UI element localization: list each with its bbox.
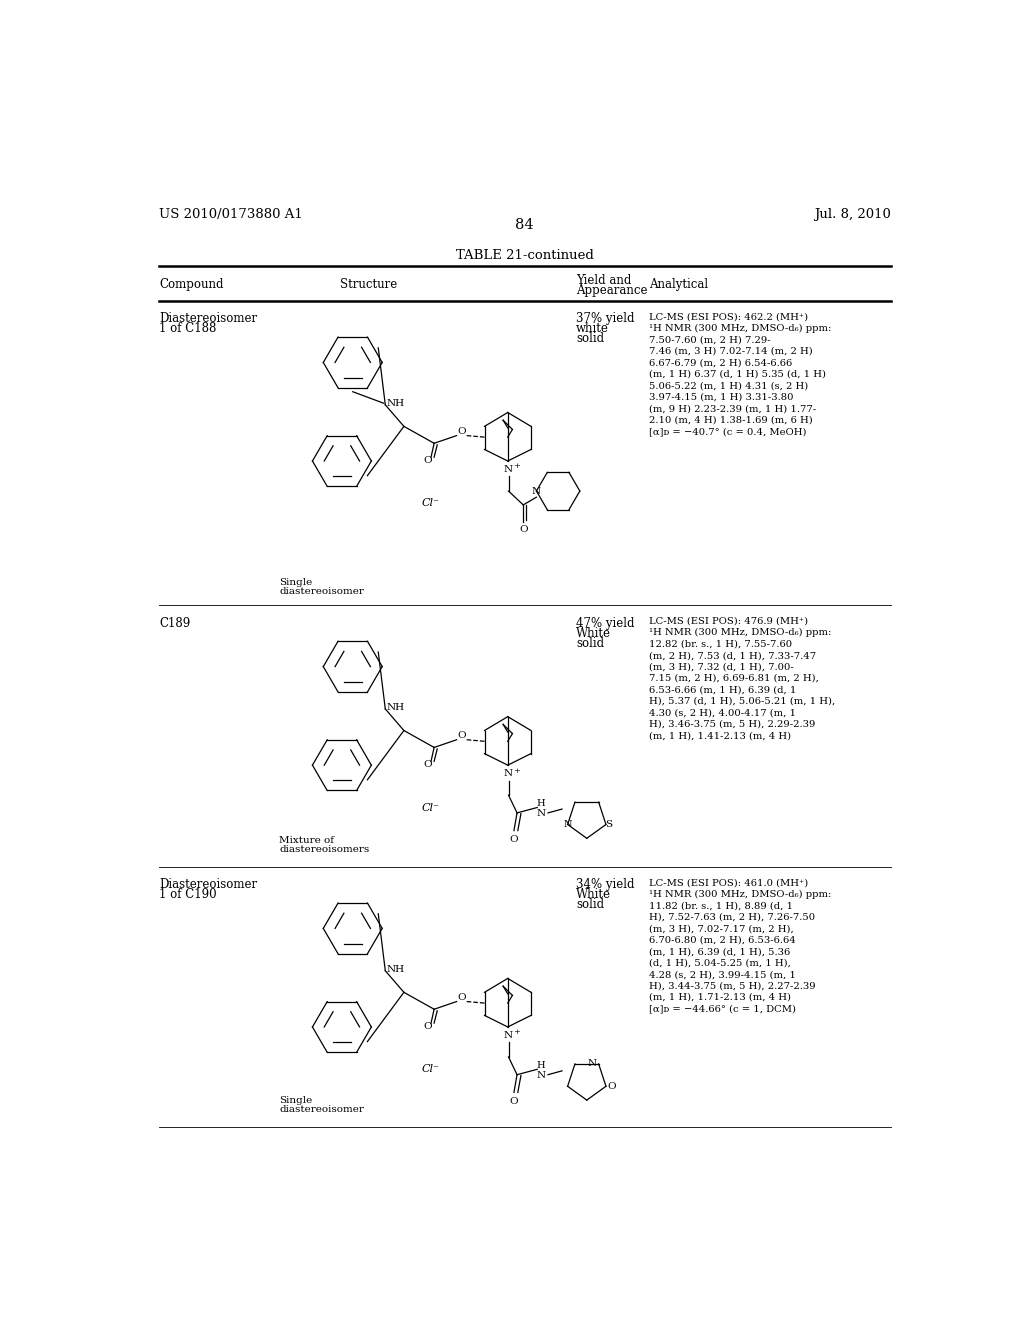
- Text: +: +: [514, 1028, 520, 1036]
- Text: N: N: [504, 770, 513, 777]
- Text: S: S: [605, 820, 612, 829]
- Text: O: O: [424, 760, 432, 768]
- Text: H: H: [537, 1061, 546, 1071]
- Text: Yield and: Yield and: [575, 275, 632, 286]
- Text: Diastereoisomer: Diastereoisomer: [159, 313, 257, 326]
- Text: solid: solid: [575, 333, 604, 346]
- Text: 37% yield: 37% yield: [575, 313, 635, 326]
- Text: N: N: [537, 809, 546, 818]
- Text: N: N: [504, 465, 513, 474]
- Text: N: N: [537, 1071, 546, 1080]
- Text: NH: NH: [386, 704, 404, 711]
- Text: Single: Single: [280, 578, 312, 587]
- Text: LC-MS (ESI POS): 462.2 (MH⁺)
¹H NMR (300 MHz, DMSO-d₆) ppm:
7.50-7.60 (m, 2 H) 7: LC-MS (ESI POS): 462.2 (MH⁺) ¹H NMR (300…: [649, 313, 831, 436]
- Text: 84: 84: [515, 218, 535, 232]
- Text: US 2010/0173880 A1: US 2010/0173880 A1: [159, 209, 303, 222]
- Text: O: O: [519, 525, 527, 535]
- Text: Mixture of: Mixture of: [280, 836, 334, 845]
- Text: Appearance: Appearance: [575, 284, 647, 297]
- Text: +: +: [514, 767, 520, 775]
- Text: diastereoisomer: diastereoisomer: [280, 587, 364, 597]
- Text: Cl⁻: Cl⁻: [421, 803, 439, 813]
- Text: TABLE 21-continued: TABLE 21-continued: [456, 249, 594, 263]
- Text: solid: solid: [575, 899, 604, 911]
- Text: Analytical: Analytical: [649, 277, 708, 290]
- Text: Compound: Compound: [159, 277, 223, 290]
- Text: O: O: [607, 1082, 616, 1090]
- Text: diastereoisomer: diastereoisomer: [280, 1106, 364, 1114]
- Text: 1 of C190: 1 of C190: [159, 888, 217, 902]
- Text: 34% yield: 34% yield: [575, 878, 635, 891]
- Text: N: N: [588, 1060, 597, 1068]
- Text: Structure: Structure: [340, 277, 397, 290]
- Text: O: O: [457, 993, 466, 1002]
- Text: NH: NH: [386, 399, 404, 408]
- Text: LC-MS (ESI POS): 476.9 (MH⁺)
¹H NMR (300 MHz, DMSO-d₆) ppm:
12.82 (br. s., 1 H),: LC-MS (ESI POS): 476.9 (MH⁺) ¹H NMR (300…: [649, 616, 835, 741]
- Text: Cl⁻: Cl⁻: [421, 499, 439, 508]
- Text: White: White: [575, 888, 611, 902]
- Text: O: O: [424, 455, 432, 465]
- Text: 47% yield: 47% yield: [575, 616, 635, 630]
- Text: Jul. 8, 2010: Jul. 8, 2010: [814, 209, 891, 222]
- Text: 1 of C188: 1 of C188: [159, 322, 216, 335]
- Text: white: white: [575, 322, 609, 335]
- Text: O: O: [424, 1022, 432, 1031]
- Text: O: O: [457, 428, 466, 436]
- Text: solid: solid: [575, 636, 604, 649]
- Text: C189: C189: [159, 616, 190, 630]
- Text: LC-MS (ESI POS): 461.0 (MH⁺)
¹H NMR (300 MHz, DMSO-d₆) ppm:
11.82 (br. s., 1 H),: LC-MS (ESI POS): 461.0 (MH⁺) ¹H NMR (300…: [649, 878, 831, 1014]
- Text: Diastereoisomer: Diastereoisomer: [159, 878, 257, 891]
- Text: Cl⁻: Cl⁻: [421, 1064, 439, 1074]
- Text: N: N: [531, 487, 541, 495]
- Text: diastereoisomers: diastereoisomers: [280, 845, 370, 854]
- Text: White: White: [575, 627, 611, 640]
- Text: O: O: [510, 1097, 518, 1106]
- Text: H: H: [537, 799, 546, 808]
- Text: +: +: [514, 462, 520, 470]
- Text: O: O: [457, 731, 466, 741]
- Text: O: O: [510, 836, 518, 845]
- Text: Single: Single: [280, 1096, 312, 1105]
- Text: NH: NH: [386, 965, 404, 974]
- Text: N: N: [504, 1031, 513, 1040]
- Text: N: N: [563, 820, 571, 829]
